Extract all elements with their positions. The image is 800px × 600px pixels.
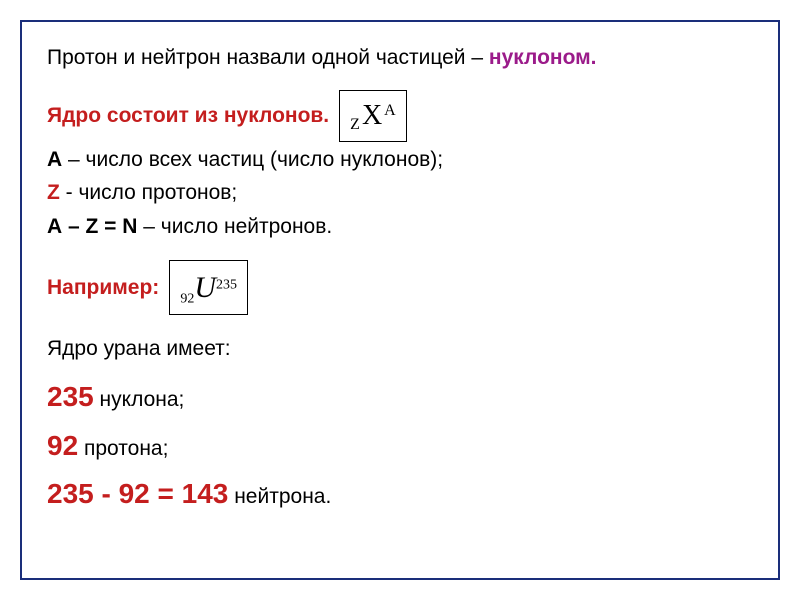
- formula-main-x: X: [362, 100, 382, 131]
- formula-sub-z: Z: [350, 116, 360, 133]
- result-nucleons: 235 нуклона;: [47, 375, 753, 420]
- proton-label: протона;: [78, 437, 168, 460]
- formula-sup-a: A: [384, 102, 396, 119]
- def-a-text: – число всех частиц (число нуклонов);: [62, 148, 443, 171]
- neutron-label: нейтрона.: [228, 485, 331, 508]
- nucleon-formula-box: ZXA: [339, 90, 407, 142]
- definition-a: А – число всех частиц (число нуклонов);: [47, 144, 753, 176]
- intro-text: Протон и нейтрон назвали одной частицей …: [47, 46, 489, 69]
- uranium-core-line: Ядро урана имеет:: [47, 333, 753, 365]
- example-line: Например: 92U235: [47, 260, 753, 315]
- result-protons: 92 протона;: [47, 424, 753, 469]
- nucleus-text: Ядро состоит из нуклонов.: [47, 100, 329, 132]
- intro-line: Протон и нейтрон назвали одной частицей …: [47, 42, 753, 74]
- nucleon-highlight: нуклоном.: [489, 46, 597, 69]
- nucleus-line: Ядро состоит из нуклонов. ZXA: [47, 90, 753, 142]
- example-label: Например:: [47, 272, 159, 304]
- proton-count: 92: [47, 430, 78, 461]
- uranium-core-text: Ядро урана имеет:: [47, 337, 231, 360]
- def-z-text: - число протонов;: [60, 181, 237, 204]
- neutron-equation: 235 - 92 = 143: [47, 478, 228, 509]
- def-a-bold: А: [47, 148, 62, 171]
- uranium-sub: 92: [180, 292, 194, 307]
- def-n-text: – число нейтронов.: [137, 215, 332, 238]
- def-n-bold: А – Z = N: [47, 215, 137, 238]
- uranium-main: U: [194, 271, 216, 304]
- nucleon-count: 235: [47, 381, 94, 412]
- result-neutrons: 235 - 92 = 143 нейтрона.: [47, 472, 753, 517]
- spacer-1: [47, 244, 753, 260]
- definition-z: Z - число протонов;: [47, 177, 753, 209]
- definition-n: А – Z = N – число нейтронов.: [47, 211, 753, 243]
- nucleon-label: нуклона;: [94, 388, 185, 411]
- spacer-3: [47, 367, 753, 375]
- spacer-2: [47, 317, 753, 333]
- uranium-sup: 235: [216, 278, 237, 293]
- content-frame: Протон и нейтрон назвали одной частицей …: [20, 20, 780, 580]
- uranium-formula-box: 92U235: [169, 260, 248, 315]
- def-z-bold: Z: [47, 181, 60, 204]
